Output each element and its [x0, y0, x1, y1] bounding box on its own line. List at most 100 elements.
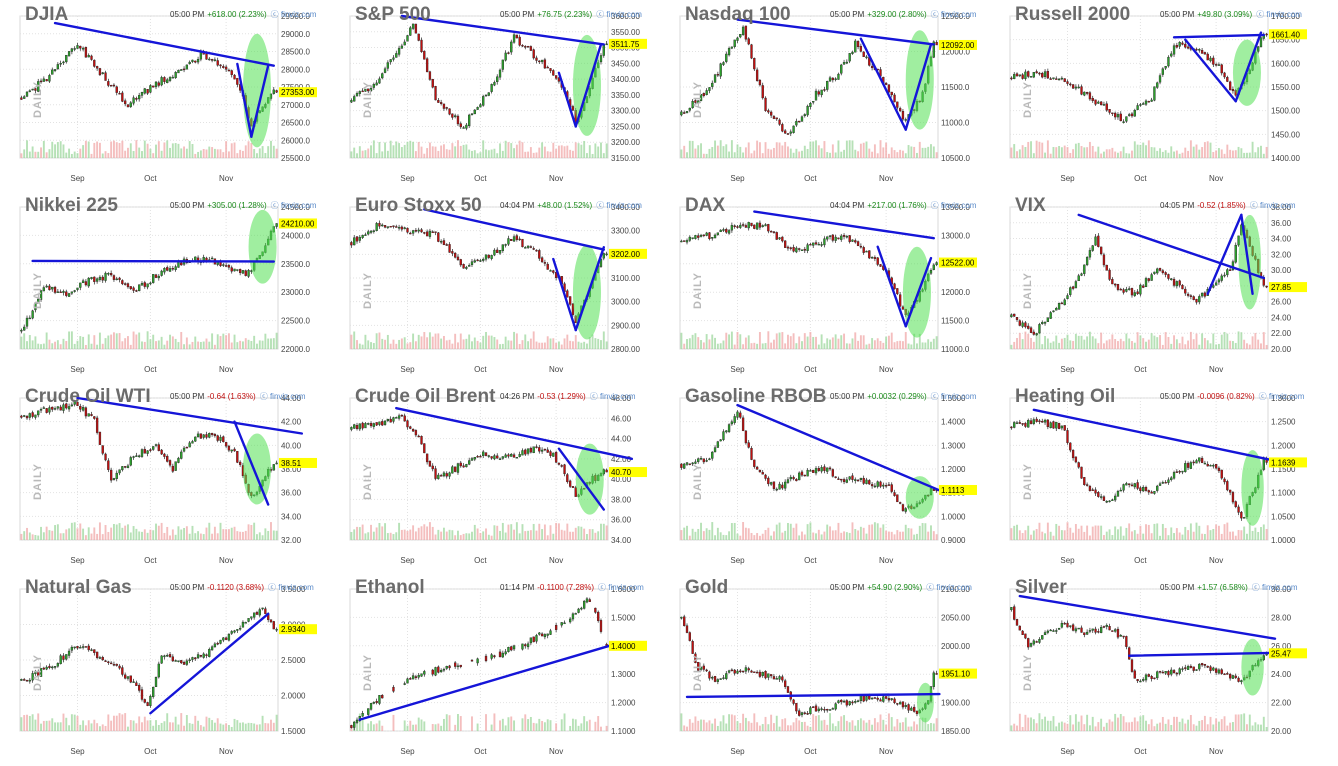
source-link[interactable]: ⓒ finviz.com: [1249, 201, 1296, 210]
volume-bar: [48, 339, 51, 349]
chart-panel[interactable]: 20.0022.0024.0026.0028.0030.0032.0034.00…: [990, 191, 1320, 381]
candle-body: [1158, 268, 1162, 271]
volume-bar: [876, 338, 879, 349]
chart-panel[interactable]: 22000.0 22500.0 23000.0 23500.0 24000.0 24500…: [0, 191, 330, 381]
chart-panel[interactable]: 0.90001.00001.10001.20001.30001.40001.50…: [660, 382, 990, 572]
source-link[interactable]: ⓒ finviz.com: [270, 201, 317, 210]
volume-bar: [202, 341, 205, 349]
volume-bar: [688, 719, 691, 731]
candle-body: [1226, 673, 1229, 675]
chart-panel[interactable]: 2800.002900.003000.003100.003200.003300.…: [330, 191, 660, 381]
candle-body: [747, 668, 750, 671]
volume-bar: [163, 344, 166, 349]
volume-bar: [270, 719, 272, 731]
source-link[interactable]: ⓒ finviz.com: [598, 583, 644, 592]
chart-panel[interactable]: 1400.00 1450.00 1500.00 1550.00 1600.00 1650.…: [990, 0, 1320, 190]
x-tick-label: Oct: [474, 747, 487, 756]
candle-body: [535, 57, 538, 61]
candle-body: [929, 269, 933, 274]
volume-bar: [457, 714, 459, 731]
candle-body: [56, 663, 60, 667]
candle-body: [753, 671, 756, 673]
chart-panel[interactable]: 1.50002.00002.50003.00003.5000SepOctNov2…: [0, 573, 330, 763]
volume-bar: [118, 333, 121, 349]
volume-bar: [563, 713, 566, 731]
source-link[interactable]: ⓒ finviz.com: [930, 201, 977, 210]
candle-body: [868, 250, 871, 259]
candle-body: [81, 280, 85, 284]
candle-body: [37, 410, 40, 416]
source-link[interactable]: ⓒ finviz.com: [589, 392, 636, 401]
candle-body: [828, 77, 832, 82]
source-link[interactable]: ⓒ finviz.com: [1256, 10, 1302, 19]
candle-body: [160, 77, 163, 86]
volume-bar: [1142, 142, 1145, 158]
chart-panel[interactable]: 1850.001900.001950.002000.002050.002100.…: [660, 573, 990, 763]
volume-bar: [1088, 331, 1091, 349]
chart-panel[interactable]: 1.10001.20001.30001.40001.50001.6000SepO…: [330, 573, 660, 763]
chart-panel[interactable]: 34.00 36.00 38.00 40.00 42.00 44.00 46.00 48.00…: [330, 382, 660, 572]
candle-body: [1057, 78, 1061, 81]
chart-panel[interactable]: 32.00 34.00 36.00 38.00 40.00 42.00 44.00 Sep Oc…: [0, 382, 330, 572]
candle-body: [831, 77, 834, 81]
source-link[interactable]: ⓒ finviz.com: [1251, 583, 1298, 592]
source-link[interactable]: ⓒ finviz.com: [930, 392, 977, 401]
candle-body: [479, 455, 482, 458]
candle-body: [1181, 42, 1184, 45]
candle-body: [350, 725, 353, 728]
volume-bar: [1156, 723, 1159, 731]
volume-bar: [834, 334, 837, 349]
volume-bar: [784, 141, 787, 158]
candle-body: [199, 655, 203, 657]
candle-body: [476, 107, 479, 110]
candle-body: [448, 108, 451, 115]
price-change: +217.00 (1.76%): [867, 201, 927, 210]
volume-bar: [1156, 337, 1159, 349]
source-link[interactable]: ⓒ finviz.com: [930, 10, 977, 19]
candle-body: [800, 249, 804, 251]
chart-panel[interactable]: 25500.026000.026500.027000.027500.028000…: [0, 0, 330, 190]
candle-body: [733, 39, 736, 47]
candle-body: [375, 223, 378, 231]
candle-body: [171, 656, 174, 662]
source-link[interactable]: ⓒ finviz.com: [270, 10, 317, 19]
source-link[interactable]: ⓒ finviz.com: [596, 10, 642, 19]
volume-bar: [499, 530, 501, 540]
volume-bar: [230, 143, 233, 158]
chart-panel[interactable]: 3150.00 3200.00 3250.00 3300.00 3350.00 3400.…: [330, 0, 660, 190]
source-link[interactable]: ⓒ finviz.com: [596, 201, 642, 210]
chart-panel[interactable]: 1.0000 1.0500 1.1000 1.1500 1.2000 1.2500 1.30…: [990, 382, 1320, 572]
candle-body: [456, 665, 460, 668]
candle-body: [213, 643, 217, 648]
volume-bar: [594, 721, 597, 731]
volume-bar: [395, 343, 398, 349]
candle-body: [34, 414, 37, 418]
volume-bar: [527, 530, 530, 540]
source-link[interactable]: ⓒ finviz.com: [1258, 392, 1305, 401]
chart-panel[interactable]: 10500.0 11000.0 11500.0 12000.0 12500.0 Sep Oc…: [660, 0, 990, 190]
highlight-ellipse: [242, 433, 271, 505]
candle-body: [932, 41, 935, 58]
y-tick-label: 0.9000: [941, 536, 966, 545]
source-link[interactable]: ⓒ finviz.com: [268, 583, 314, 592]
candle-body: [784, 130, 787, 134]
candle-body: [470, 458, 474, 461]
volume-bar: [149, 720, 152, 731]
candle-body: [1111, 112, 1114, 115]
volume-bar: [171, 722, 174, 731]
source-link[interactable]: ⓒ finviz.com: [259, 392, 306, 401]
source-link[interactable]: ⓒ finviz.com: [926, 583, 972, 592]
volume-bar: [1223, 153, 1226, 158]
volume-bar: [1027, 333, 1030, 349]
chart-panel[interactable]: 11000.011500.012000.012500.013000.013500…: [660, 191, 990, 381]
candle-body: [233, 448, 236, 452]
candle-body: [417, 33, 420, 41]
candle-body: [154, 444, 158, 446]
volume-bar: [426, 337, 429, 349]
volume-bar: [1108, 529, 1111, 540]
candle-body: [1136, 291, 1139, 295]
chart-panel[interactable]: 20.00 22.00 24.00 26.00 28.00 30.00 Sep Oct Nov 2…: [990, 573, 1320, 763]
candle-body: [367, 708, 370, 715]
volume-bar: [244, 338, 247, 349]
volume-bar: [761, 343, 764, 349]
